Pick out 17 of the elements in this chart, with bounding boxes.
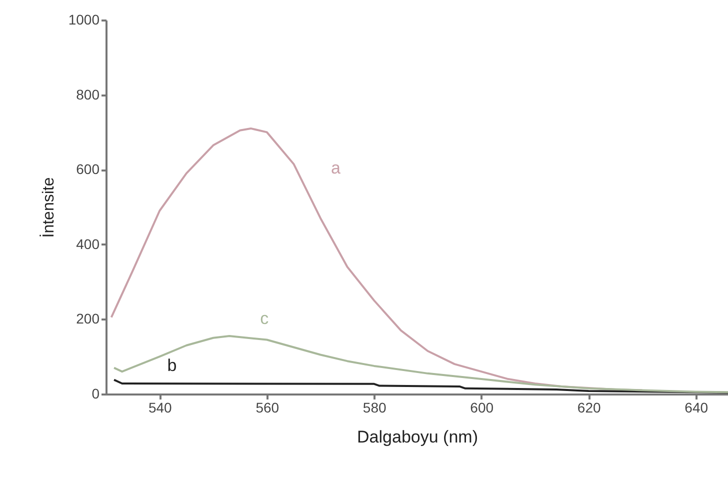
x-tick-label: 560	[256, 400, 280, 416]
y-tick-label: 600	[76, 161, 100, 178]
series-label: c	[260, 309, 270, 328]
x-tick-label: 540	[148, 400, 172, 416]
y-tick-label: 400	[76, 236, 100, 252]
y-tick-label: 800	[76, 86, 100, 102]
series-label: b	[167, 356, 177, 375]
x-tick-label: 640	[684, 400, 708, 416]
y-tick-label: 1000	[68, 12, 100, 28]
series-label: a	[331, 158, 342, 178]
x-tick-label: 580	[362, 400, 386, 416]
x-tick-label: 600	[470, 400, 494, 416]
x-axis-title: Dalgaboyu (nm)	[357, 428, 478, 446]
y-tick-label: 200	[76, 310, 100, 327]
y-tick-label: 0	[92, 386, 100, 402]
y-axis-title: İntensite	[39, 177, 58, 238]
x-tick-label: 620	[577, 400, 601, 416]
